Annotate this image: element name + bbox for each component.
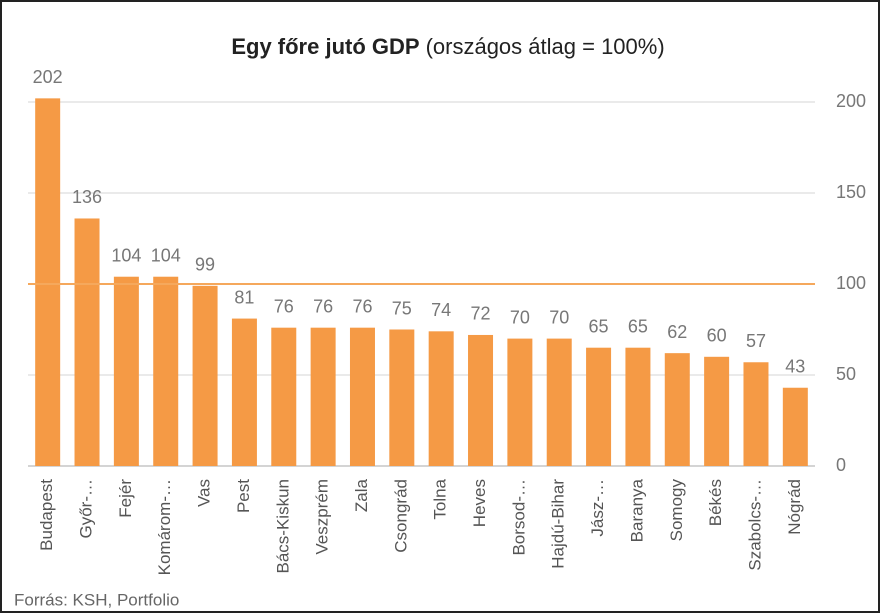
chart-title: Egy főre jutó GDP (országos átlag = 100%): [231, 34, 664, 59]
bar: [113, 276, 139, 466]
bar: [428, 331, 454, 466]
x-tick-label: Békés: [706, 479, 725, 526]
x-tick-label: Tolna: [431, 478, 450, 519]
bar: [74, 218, 100, 466]
x-tick-label: Veszprém: [313, 479, 332, 555]
bar: [743, 362, 769, 466]
y-tick-label: 200: [836, 91, 866, 111]
x-tick-label: Somogy: [667, 479, 686, 542]
value-label: 70: [510, 307, 530, 327]
bar: [389, 329, 415, 466]
value-label: 104: [111, 245, 141, 265]
x-tick-label: Baranya: [627, 478, 646, 542]
bar: [625, 347, 651, 466]
x-tick-label: Pest: [234, 479, 253, 513]
bar: [271, 327, 297, 466]
bar: [664, 353, 690, 466]
value-label: 81: [234, 287, 254, 307]
value-label: 62: [667, 322, 687, 342]
bar: [231, 318, 257, 466]
x-tick-label: Komárom-…: [155, 479, 174, 575]
bar: [546, 338, 572, 466]
value-label: 99: [195, 255, 215, 275]
value-label: 70: [549, 307, 569, 327]
x-tick-label: Zala: [352, 478, 371, 512]
x-tick-label: Vas: [195, 479, 214, 507]
x-tick-label: Budapest: [37, 479, 56, 551]
value-label: 74: [431, 300, 451, 320]
x-tick-label: Fejér: [116, 479, 135, 518]
bar: [586, 347, 612, 466]
value-label: 76: [352, 296, 372, 316]
bar: [349, 327, 375, 466]
x-tick-label: Borsod-…: [509, 479, 528, 556]
bar: [468, 334, 494, 466]
value-label: 76: [274, 296, 294, 316]
bar: [704, 356, 730, 466]
x-tick-label: Jász-…: [588, 479, 607, 537]
x-tick-label: Szabolcs-…: [745, 479, 764, 571]
bar: [192, 285, 218, 466]
x-tick-label: Heves: [470, 479, 489, 527]
bar: [507, 338, 533, 466]
y-tick-label: 100: [836, 273, 866, 293]
value-label: 76: [313, 296, 333, 316]
title-sub: (országos átlag = 100%): [426, 34, 665, 59]
x-tick-label: Nógrád: [785, 479, 804, 535]
bar: [35, 98, 61, 467]
x-tick-label: Bács-Kiskun: [273, 479, 292, 573]
x-tick-label: Csongrád: [391, 479, 410, 553]
bar: [153, 276, 179, 466]
bar: [310, 327, 336, 466]
title-main: Egy főre jutó GDP: [231, 34, 419, 59]
value-label: 136: [72, 187, 102, 207]
source: Forrás: KSH, Portfolio: [14, 590, 179, 609]
value-label: 75: [392, 298, 412, 318]
value-label: 60: [707, 326, 727, 346]
value-label: 72: [471, 304, 491, 324]
bar: [782, 387, 808, 466]
value-label: 57: [746, 331, 766, 351]
value-label: 202: [33, 67, 63, 87]
x-tick-label: Hajdú-Bihar: [549, 479, 568, 569]
value-label: 65: [589, 316, 609, 336]
x-tick-label: Győr-…: [77, 479, 96, 539]
value-label: 104: [151, 245, 181, 265]
value-label: 65: [628, 316, 648, 336]
y-tick-label: 150: [836, 182, 866, 202]
y-tick-label: 50: [836, 364, 856, 384]
value-label: 43: [785, 356, 805, 376]
y-tick-label: 0: [836, 455, 846, 475]
